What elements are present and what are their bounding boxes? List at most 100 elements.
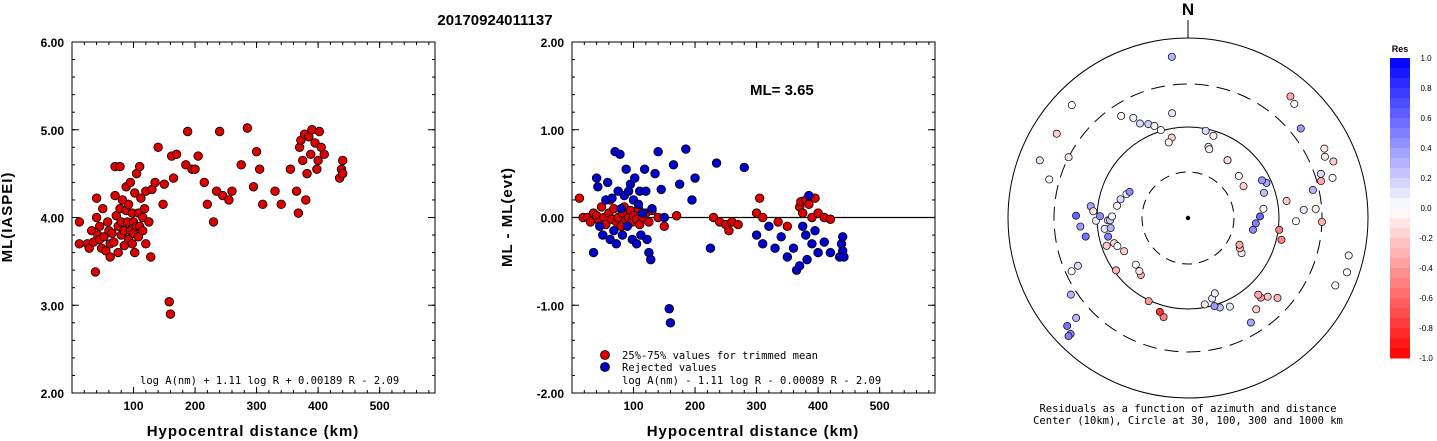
colorbar-tick-label: 0.6 xyxy=(1420,114,1432,123)
rejected-point xyxy=(630,173,640,183)
station-point xyxy=(1125,187,1134,196)
colorbar-cell xyxy=(1390,328,1410,339)
colorbar-cell xyxy=(1390,348,1410,359)
ml-point xyxy=(125,177,136,188)
station-point xyxy=(1263,292,1272,301)
ml-point xyxy=(208,217,219,227)
ml-point xyxy=(276,199,286,210)
ml-point xyxy=(134,161,145,172)
station-point xyxy=(1067,267,1076,276)
ml-point xyxy=(99,232,109,242)
ml-point xyxy=(123,199,134,210)
colorbar-labels: 1.0 0.8 0.6 0.4 0.2 0.0 -0.2 -0.4 -0.6 -0.8 -1.0 xyxy=(1419,54,1433,363)
legend-label-trimmed: 25%-75% values for trimmed mean xyxy=(622,350,818,362)
station-point xyxy=(1150,121,1159,130)
ml-point xyxy=(251,146,262,157)
station-point xyxy=(1200,300,1209,309)
left-xtick-label: 300 xyxy=(247,399,267,413)
station-point xyxy=(1167,52,1176,61)
ml-point xyxy=(214,126,225,137)
trimmed-mean-point xyxy=(724,225,734,236)
trimmed-mean-point xyxy=(585,217,596,227)
middle-ytick-label: -1.00 xyxy=(537,299,565,313)
ml-point xyxy=(158,199,168,210)
middle-data-points xyxy=(574,144,849,328)
station-point xyxy=(1120,247,1129,256)
station-point xyxy=(1343,268,1351,277)
azimuth-residual-panel: N Residuals as a function of azimuth and… xyxy=(1007,0,1369,427)
colorbar-tick-label: 0.2 xyxy=(1420,174,1432,183)
trimmed-mean-point xyxy=(773,217,783,227)
station-point xyxy=(1081,232,1090,241)
trimmed-mean-point xyxy=(659,221,669,231)
colorbar-cell xyxy=(1390,88,1410,99)
colorbar-tick-label: 0.8 xyxy=(1420,84,1432,93)
ml-point xyxy=(136,193,146,203)
rejected-point xyxy=(798,221,808,231)
rejected-point xyxy=(621,164,631,174)
ml-point xyxy=(113,247,123,258)
colorbar-cell xyxy=(1390,118,1410,129)
trimmed-mean-point xyxy=(574,193,585,203)
rejected-point xyxy=(656,184,666,195)
station-point xyxy=(1073,261,1082,270)
north-label: N xyxy=(1182,0,1194,19)
rejected-point xyxy=(711,158,722,168)
station-point xyxy=(1205,145,1214,154)
rejected-point xyxy=(782,252,793,262)
legend-marker-rejected xyxy=(600,362,610,372)
station-point xyxy=(1116,195,1125,204)
trimmed-mean-point xyxy=(733,219,743,230)
rejected-point xyxy=(807,239,817,249)
middle-ytick-label: -2.00 xyxy=(537,387,565,401)
colorbar-cell xyxy=(1390,198,1410,209)
station-point xyxy=(1112,266,1120,275)
colorbar-tick-label: 0.4 xyxy=(1420,144,1432,153)
left-axis-ticks: 100 200 300 400 500 2.00 3.00 4.00 5.00 6.00 xyxy=(41,36,435,413)
colorbar-cell xyxy=(1390,208,1410,219)
trimmed-mean-point xyxy=(758,212,768,223)
rejected-point xyxy=(641,186,651,196)
rejected-point xyxy=(758,239,768,249)
ml-point xyxy=(242,123,253,133)
left-ytick-label: 3.00 xyxy=(41,299,65,313)
left-xtick-label: 200 xyxy=(185,399,205,413)
rejected-point xyxy=(609,225,619,236)
ml-point xyxy=(182,126,193,137)
colorbar-tick-label: -1.0 xyxy=(1419,354,1433,363)
left-ytick-label: 5.00 xyxy=(41,124,65,138)
rejected-point xyxy=(739,162,749,173)
trimmed-mean-point xyxy=(596,202,607,212)
rejected-point xyxy=(607,193,617,203)
ml-point xyxy=(164,297,174,307)
station-point xyxy=(1035,156,1044,165)
station-point xyxy=(1252,305,1261,314)
rejected-point xyxy=(770,243,780,253)
colorbar-cell xyxy=(1390,288,1410,299)
station-point xyxy=(1064,332,1073,341)
colorbar-cell xyxy=(1390,98,1410,109)
ml-point xyxy=(109,237,119,247)
station-point xyxy=(1129,114,1138,122)
middle-ytick-label: 1.00 xyxy=(541,124,565,138)
station-point xyxy=(1072,313,1081,322)
left-data-points xyxy=(74,123,348,319)
ml-point xyxy=(105,252,115,262)
ml-point xyxy=(312,164,322,174)
left-xtick-label: 400 xyxy=(308,399,328,413)
ml-point xyxy=(248,182,259,192)
polar-caption-line1: Residuals as a function of azimuth and d… xyxy=(1039,403,1336,415)
ml-point xyxy=(90,267,101,277)
middle-axis-ticks: 100 200 300 400 500 -2.00 -1.00 0.00 1.00 2.00 xyxy=(537,36,935,413)
rejected-point xyxy=(668,160,679,170)
station-point xyxy=(1201,126,1210,135)
trimmed-mean-point xyxy=(644,217,654,227)
rejected-point xyxy=(611,239,621,249)
station-point xyxy=(1066,290,1075,299)
left-xlabel: Hypocentral distance (km) xyxy=(147,423,360,440)
legend-marker-trimmed xyxy=(600,350,610,360)
ml-point xyxy=(91,193,102,203)
colorbar-cell xyxy=(1390,268,1410,279)
ml-point xyxy=(115,161,125,172)
